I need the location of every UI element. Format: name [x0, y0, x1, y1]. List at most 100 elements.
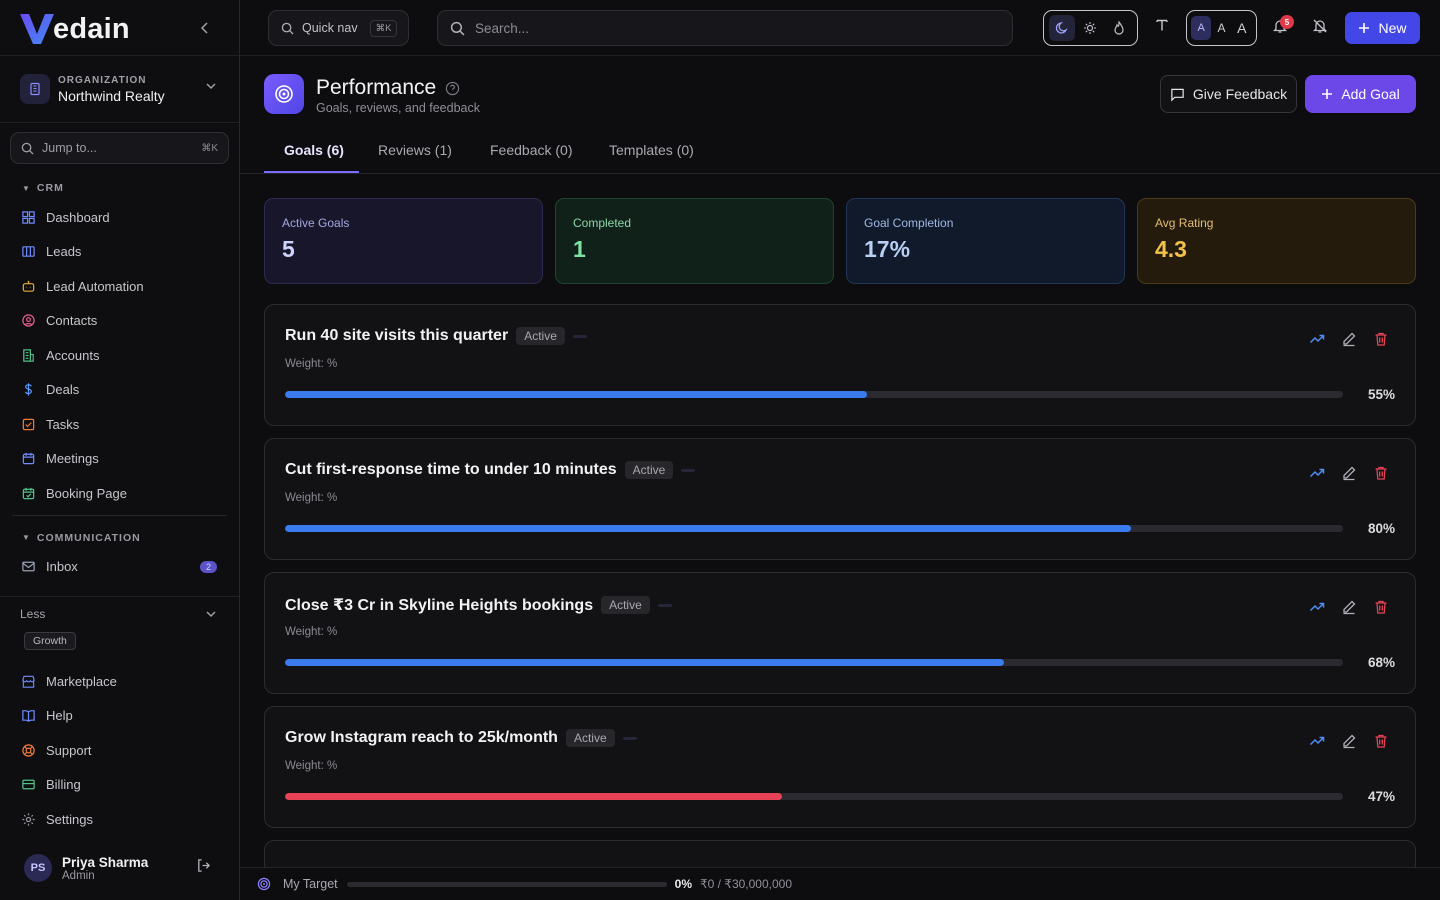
search-icon — [21, 142, 34, 155]
sidebar-item-label: Support — [46, 742, 92, 758]
sidebar-item-booking-page[interactable]: Booking Page — [0, 476, 239, 511]
sidebar-item-support[interactable]: Support — [0, 733, 239, 768]
goal-progress-percent: 55% — [1367, 387, 1395, 402]
font-size-small-button[interactable]: A — [1191, 16, 1212, 40]
organization-label: ORGANIZATION — [58, 74, 147, 86]
goal-weight: Weight: % — [285, 626, 338, 638]
trending-up-icon[interactable] — [1309, 465, 1325, 481]
global-search[interactable] — [437, 10, 1013, 46]
sidebar-item-tasks[interactable]: Tasks — [0, 407, 239, 442]
lifebuoy-icon — [22, 744, 35, 757]
trending-up-icon[interactable] — [1309, 331, 1325, 347]
stat-label: Avg Rating — [1155, 216, 1214, 230]
sidebar-item-label: Accounts — [46, 347, 100, 363]
quick-nav-button[interactable]: Quick nav ⌘K — [268, 10, 409, 46]
trending-up-icon[interactable] — [1309, 599, 1325, 615]
organization-switcher[interactable]: ORGANIZATION Northwind Realty — [0, 56, 239, 123]
edit-icon[interactable] — [1341, 733, 1357, 749]
stat-value: 1 — [573, 236, 586, 262]
dark-theme-button[interactable] — [1049, 15, 1076, 41]
edit-icon[interactable] — [1341, 331, 1357, 347]
give-feedback-label: Give Feedback — [1192, 86, 1288, 102]
sidebar-item-accounts[interactable]: Accounts — [0, 338, 239, 373]
building-icon — [23, 349, 34, 362]
jump-shortcut: ⌘K — [201, 142, 218, 154]
collapse-sidebar-button[interactable] — [195, 18, 215, 38]
goal-card[interactable]: Cut first-response time to under 10 minu… — [264, 438, 1416, 560]
brand-logo[interactable]: edain — [18, 10, 130, 46]
less-label: Less — [20, 606, 46, 621]
my-target-bar[interactable]: My Target 0% ₹0 / ₹30,000,000 — [240, 867, 1440, 900]
communication-section-heading[interactable]: ▼ COMMUNICATION — [0, 526, 239, 550]
theme-switcher — [1043, 10, 1138, 46]
sidebar-item-dashboard[interactable]: Dashboard — [0, 200, 239, 235]
sidebar-item-leads[interactable]: Leads — [0, 235, 239, 270]
flame-icon — [1114, 21, 1124, 35]
plus-icon — [1359, 23, 1370, 33]
stat-label: Completed — [573, 216, 632, 230]
new-button[interactable]: New — [1345, 12, 1420, 44]
typography-icon[interactable] — [1155, 18, 1169, 32]
status-badge: Active — [601, 596, 650, 614]
user-profile[interactable]: PS Priya Sharma Admin — [0, 836, 239, 900]
jump-to-input[interactable]: Jump to... ⌘K — [10, 132, 229, 164]
goal-progress-fill — [285, 659, 1005, 666]
goal-card[interactable]: Run 40 site visits this quarter Active W… — [264, 304, 1416, 426]
tab-feedback[interactable]: Feedback (0) — [490, 142, 573, 158]
goal-title: Cut first-response time to under 10 minu… — [285, 461, 617, 478]
contact-icon — [22, 314, 35, 327]
calendar-check-icon — [22, 487, 35, 500]
tab-templates[interactable]: Templates (0) — [609, 142, 694, 158]
add-goal-button[interactable]: Add Goal — [1305, 75, 1416, 113]
sidebar-item-help[interactable]: Help — [0, 699, 239, 734]
tab-goals[interactable]: Goals (6) — [284, 142, 344, 158]
status-badge: Active — [624, 461, 674, 479]
sidebar-item-settings[interactable]: Settings — [0, 802, 239, 837]
caret-down-icon: ▼ — [22, 183, 31, 193]
sidebar-item-inbox[interactable]: Inbox 2 — [0, 550, 239, 585]
sidebar-item-contacts[interactable]: Contacts — [0, 304, 239, 339]
stat-label: Active Goals — [282, 216, 350, 230]
dollar-icon — [24, 383, 32, 396]
trending-up-icon[interactable] — [1309, 733, 1325, 749]
bell-off-icon[interactable] — [1312, 18, 1328, 34]
sidebar-item-deals[interactable]: Deals — [0, 373, 239, 408]
less-toggle[interactable]: Less — [0, 596, 239, 630]
edit-icon[interactable] — [1341, 599, 1357, 615]
sidebar-item-meetings[interactable]: Meetings — [0, 442, 239, 477]
stat-value: 5 — [282, 236, 295, 262]
goal-title: Close ₹3 Cr in Skyline Heights bookings — [285, 597, 594, 614]
goal-title-row: Grow Instagram reach to 25k/month Active — [285, 729, 637, 747]
building-icon — [20, 74, 50, 104]
store-icon — [22, 675, 35, 688]
goal-actions — [1309, 465, 1389, 481]
sidebar-item-billing[interactable]: Billing — [0, 768, 239, 803]
goal-card[interactable]: Grow Instagram reach to 25k/month Active… — [264, 706, 1416, 828]
logo-row: edain — [0, 0, 239, 56]
warm-theme-button[interactable] — [1106, 15, 1132, 41]
tab-reviews[interactable]: Reviews (1) — [378, 142, 452, 158]
trash-icon[interactable] — [1373, 733, 1389, 749]
sidebar-item-lead-automation[interactable]: Lead Automation — [0, 269, 239, 304]
give-feedback-button[interactable]: Give Feedback — [1160, 75, 1297, 113]
search-input[interactable] — [475, 20, 995, 36]
crm-section-heading[interactable]: ▼ CRM — [0, 176, 239, 200]
light-theme-button[interactable] — [1077, 15, 1103, 41]
help-circle-icon[interactable] — [445, 81, 460, 96]
logout-icon[interactable] — [196, 858, 211, 873]
trash-icon[interactable] — [1373, 465, 1389, 481]
sidebar-item-label: Billing — [46, 777, 81, 793]
font-size-large-button[interactable]: A — [1237, 20, 1247, 36]
sidebar-item-marketplace[interactable]: Marketplace — [0, 664, 239, 699]
trash-icon[interactable] — [1373, 599, 1389, 615]
task-icon — [22, 418, 35, 431]
growth-tag: Growth — [24, 632, 76, 650]
calendar-icon — [22, 453, 35, 465]
logo-v-icon — [20, 13, 54, 44]
goal-card[interactable]: Close ₹3 Cr in Skyline Heights bookings … — [264, 572, 1416, 694]
active-tab-indicator — [264, 171, 359, 173]
goal-title-row: Run 40 site visits this quarter Active — [285, 327, 587, 345]
font-size-medium-button[interactable]: A — [1217, 21, 1226, 35]
edit-icon[interactable] — [1341, 465, 1357, 481]
trash-icon[interactable] — [1373, 331, 1389, 347]
